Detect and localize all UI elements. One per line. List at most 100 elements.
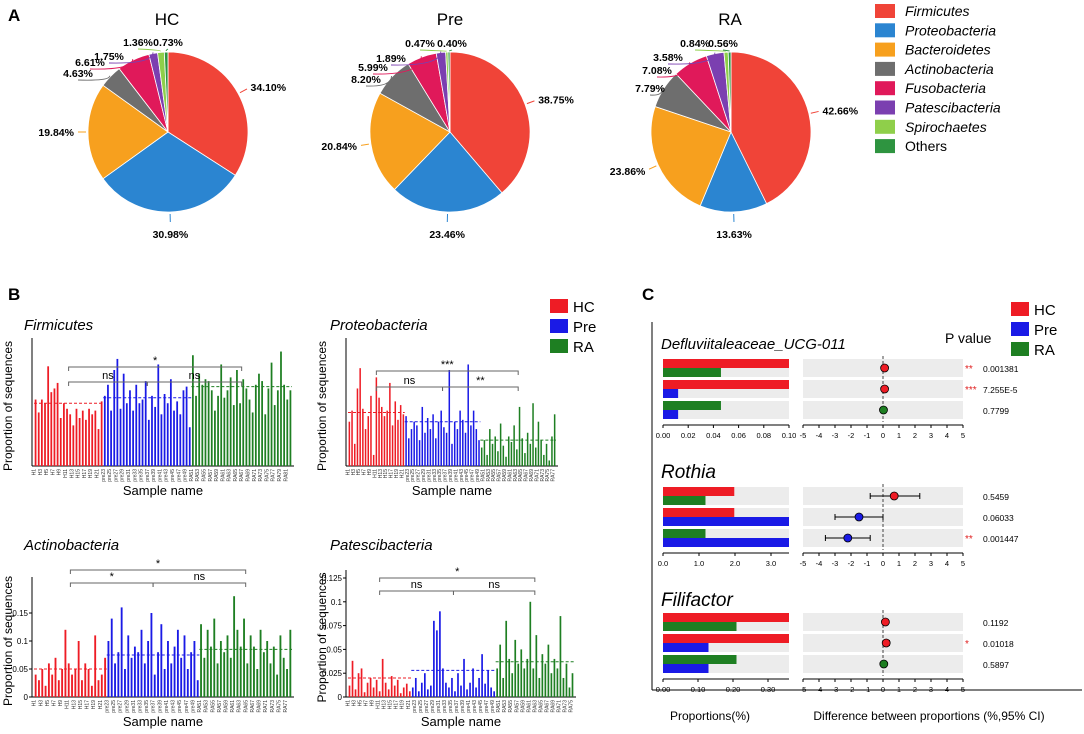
x-tick-label: H17 (394, 700, 400, 709)
bar-pre (169, 379, 172, 466)
bar-ra (251, 412, 254, 466)
pie-leader-2 (648, 165, 657, 170)
x-tick-label: pre43 (171, 700, 177, 713)
bar-pre (405, 416, 407, 466)
x-tick-label: H19 (91, 700, 97, 709)
bar-ra (206, 629, 209, 697)
x-tick-label: pre29 (124, 700, 130, 713)
bar-pre (493, 691, 495, 697)
x-tick-label: H15 (78, 700, 84, 709)
bar-hc (67, 663, 70, 697)
bar-pre (163, 394, 166, 466)
bar-pre (467, 364, 469, 466)
pie-label-ra-4: 7.08% (642, 65, 672, 77)
bar-ra (262, 652, 265, 697)
bar-pre (426, 418, 429, 466)
bar-pre (114, 663, 116, 697)
x-tick-label: H11 (63, 469, 69, 478)
prop-tick-label: 0.04 (706, 431, 721, 440)
significance-label: * (110, 571, 115, 583)
x-tick-label: H7 (52, 700, 58, 707)
x-tick-label: RA71 (556, 700, 562, 713)
diff-point-pre (843, 533, 853, 543)
pie-slice-hc-1 (102, 131, 236, 213)
x-tick-label: pre35 (437, 469, 443, 482)
group-label-RA: RA (1034, 342, 1055, 359)
bar-pre (433, 620, 435, 697)
pie-label-ra-2: 23.86% (610, 166, 646, 178)
bar-pre (437, 421, 440, 466)
prop-tick-label: 0.08 (756, 431, 771, 440)
pie-leader-6 (694, 49, 727, 52)
bar-hc (63, 403, 65, 466)
bar-ra (562, 677, 565, 697)
bar-ra (550, 673, 553, 697)
bar-pre (478, 677, 480, 697)
bar-hc (47, 366, 50, 466)
bar-ra (486, 454, 488, 466)
pie-slice-ra-2 (650, 106, 732, 207)
bar-ra (276, 390, 279, 466)
bar-pre (173, 410, 175, 466)
x-tick-label: H13 (71, 700, 77, 709)
x-tick-label: pre31 (131, 700, 137, 713)
prop-bar-hc (663, 508, 735, 517)
x-tick-label: RA71 (263, 700, 269, 713)
bar-hc (81, 680, 83, 697)
bar-hc (351, 410, 353, 466)
significance-bracket (442, 386, 519, 391)
pie-label-ra-0: 42.66% (823, 106, 859, 118)
significance-label: ** (476, 375, 485, 387)
taxon-block-2: Filifactor 0.00 0.10 0.20 0.30 -5 -4 -3 -2 -1 0 1 2 3… (656, 590, 1014, 694)
bar-ra (210, 646, 212, 697)
bar-hc (354, 689, 357, 697)
bar-ra (523, 668, 526, 697)
prop-bar-hc (663, 487, 735, 496)
bar-ra (524, 453, 526, 466)
diff-tick-label: -1 (864, 685, 871, 694)
bar-hc (396, 679, 399, 697)
bar-hc (97, 429, 100, 466)
bar-ra (280, 351, 282, 466)
diff-tick-label: -1 (864, 431, 871, 440)
p-value: 0.1192 (983, 618, 1009, 628)
bar-hc (44, 403, 46, 466)
bar-ra (254, 384, 257, 466)
x-tick-label: RA53 (486, 469, 492, 482)
bar-pre (190, 652, 193, 697)
prop-bar-pre (663, 517, 789, 526)
x-tick-label: RA57 (208, 469, 214, 482)
bar-hc (64, 629, 67, 697)
pie-label-pre-3: 8.20% (351, 74, 381, 86)
pie-label-ra-7: 0.56% (708, 38, 738, 50)
legend-label-2: Bacteroidetes (905, 42, 991, 58)
bar-ra (516, 449, 518, 466)
bar-ra (270, 362, 273, 466)
x-tick-label: RA75 (264, 469, 270, 482)
x-tick-label: pre41 (157, 469, 163, 482)
x-tick-label: pre25 (410, 469, 416, 482)
pie-leader-4 (656, 62, 691, 78)
group-legend-c: HC Pre RA (1011, 302, 1057, 359)
x-tick-label: H7 (362, 469, 368, 476)
pie-slice-pre-1 (393, 131, 503, 213)
x-tick-label: H19 (88, 469, 94, 478)
bar-chart-title: Actinobacteria (23, 537, 119, 554)
x-tick-label: H21 (406, 700, 412, 709)
bar-hc (399, 405, 402, 466)
x-tick-label: pre27 (416, 469, 422, 482)
x-tick-label: RA69 (257, 700, 263, 713)
prop-bar-pre (663, 410, 679, 419)
y-tick-label: 0.125 (322, 574, 343, 583)
bar-pre (179, 414, 182, 466)
bar-pre (107, 384, 109, 466)
bar-hc (390, 676, 393, 697)
bar-ra (267, 388, 270, 466)
y-axis-label: Proportion of sequences (315, 341, 329, 471)
diff-tick-label: -2 (848, 559, 855, 568)
bar-ra (243, 618, 245, 697)
bar-pre (459, 410, 461, 466)
x-tick-label: H19 (400, 700, 406, 709)
x-tick-label: RA53 (502, 700, 508, 713)
